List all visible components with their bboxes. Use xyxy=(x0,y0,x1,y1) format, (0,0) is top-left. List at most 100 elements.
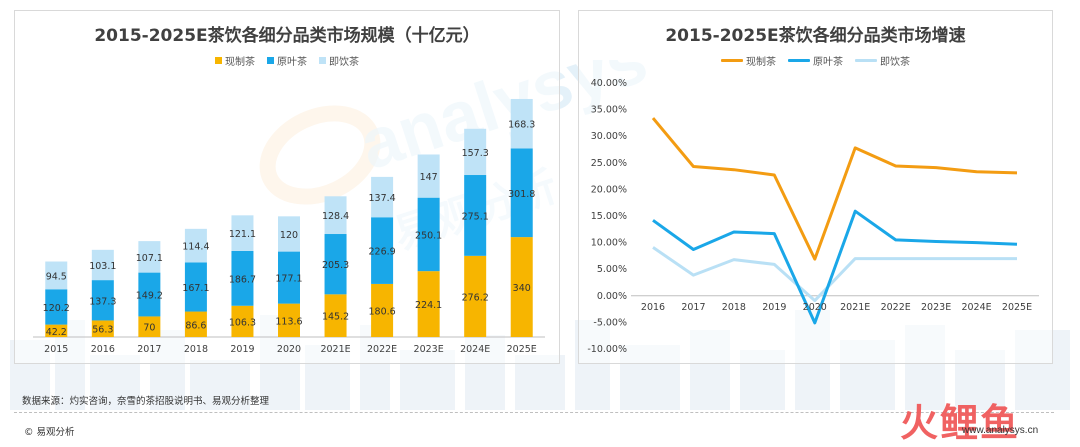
bar-label-2-2022E: 137.4 xyxy=(368,193,395,204)
bar-label-0-2023E: 224.1 xyxy=(415,300,442,311)
bar-label-2-2016: 103.1 xyxy=(89,261,116,272)
legend-line-label-xianzhi: 现制茶 xyxy=(746,57,776,68)
bar-label-2-2015: 94.5 xyxy=(46,271,67,282)
bar-label-1-2024E: 275.1 xyxy=(462,211,489,222)
bar-label-1-2016: 137.3 xyxy=(89,296,116,307)
x-tick-2025E: 2025E xyxy=(507,344,537,355)
watermark-url: www.analysys.cn xyxy=(962,425,1039,436)
bar-label-2-2023E: 147 xyxy=(420,172,438,183)
x-tick-2015: 2015 xyxy=(44,344,68,355)
bar-label-1-2017: 149.2 xyxy=(136,291,163,302)
bar-label-0-2019: 106.3 xyxy=(229,317,256,328)
bar-segment-2-2025E xyxy=(510,98,533,149)
bar-segment-0-2015 xyxy=(45,324,68,337)
bar-segment-1-2022E xyxy=(371,217,394,284)
legend-item-line-xianzhi: 现制茶 xyxy=(721,53,776,68)
bar-label-0-2015: 42.2 xyxy=(46,327,67,338)
x-tick-2016: 2016 xyxy=(91,344,115,355)
y-tick-3: 25.00% xyxy=(591,158,627,169)
x-tick-2019: 2019 xyxy=(230,344,254,355)
stacked-bar-plot: 42.2 120.2 94.5 2015 56.3 137.3 103.1 2016 70 149… xyxy=(33,98,545,355)
y-tick-6: 10.00% xyxy=(591,238,627,249)
bar-segment-1-2023E xyxy=(417,197,440,272)
legend-line-label-yuanye: 原叶茶 xyxy=(813,57,843,68)
bar-label-1-2025E: 301.8 xyxy=(508,189,535,200)
bar-segment-1-2018 xyxy=(184,262,207,312)
bar-segment-2-2019 xyxy=(231,215,254,251)
growth-line-plot: 40.00% 35.00% 30.00% 25.00% 20.00% 15.00% 10.0… xyxy=(587,78,1039,355)
bar-label-0-2016: 56.3 xyxy=(92,325,113,336)
bar-segment-0-2017 xyxy=(138,316,161,337)
footer-brand: © 易观分析 xyxy=(24,427,75,438)
bar-segment-2-2015 xyxy=(45,261,68,290)
x-tick-2019: 2019 xyxy=(762,302,786,313)
growth-rate-legend: 现制茶 原叶茶 即饮茶 xyxy=(579,53,1052,68)
y-tick-10: -10.00% xyxy=(587,344,627,355)
x-tick-2024E: 2024E xyxy=(961,302,991,313)
legend-item-xianzhi: 现制茶 xyxy=(215,53,255,68)
x-tick-2025E: 2025E xyxy=(1002,302,1032,313)
bar-segment-0-2019 xyxy=(231,305,254,337)
bar-segment-0-2020 xyxy=(278,303,300,337)
bar-label-1-2019: 186.7 xyxy=(229,274,256,285)
watermark-logo: 火鲤鱼 xyxy=(900,401,1021,445)
series-line-1 xyxy=(652,209,1018,325)
x-tick-2020: 2020 xyxy=(803,302,827,313)
bar-label-2-2024E: 157.3 xyxy=(462,148,489,159)
series-line-0 xyxy=(651,117,1018,261)
bar-label-2-2020: 120 xyxy=(280,230,298,241)
bar-label-1-2022E: 226.9 xyxy=(368,247,395,258)
legend-item-jiyin: 即饮茶 xyxy=(319,53,359,68)
legend-label-jiyin: 即饮茶 xyxy=(329,57,359,68)
bar-segment-1-2020 xyxy=(278,251,300,304)
bar-label-0-2025E: 340 xyxy=(513,283,531,294)
bar-segment-1-2017 xyxy=(138,272,161,317)
x-tick-2017: 2017 xyxy=(681,302,705,313)
x-tick-2023E: 2023E xyxy=(921,302,951,313)
y-tick-1: 35.00% xyxy=(591,105,627,116)
bar-segment-2-2017 xyxy=(138,241,161,273)
bar-label-0-2017: 70 xyxy=(143,323,155,334)
bar-segment-2-2024E xyxy=(464,128,487,176)
x-tick-2021E: 2021E xyxy=(320,344,350,355)
bar-segment-1-2024E xyxy=(464,175,487,256)
bar-label-0-2024E: 276.2 xyxy=(462,292,489,303)
bar-segment-2-2018 xyxy=(184,228,207,263)
x-tick-2017: 2017 xyxy=(137,344,161,355)
bar-label-0-2020: 113.6 xyxy=(275,316,302,327)
x-tick-2020: 2020 xyxy=(277,344,301,355)
y-tick-9: -5.00% xyxy=(593,317,627,328)
bar-segment-0-2021E xyxy=(324,294,347,337)
x-tick-2018: 2018 xyxy=(184,344,208,355)
x-tick-2022E: 2022E xyxy=(367,344,397,355)
bar-label-0-2022E: 180.6 xyxy=(368,306,395,317)
bar-segment-2-2022E xyxy=(371,176,394,218)
bar-segment-1-2025E xyxy=(510,148,533,238)
bar-segment-1-2019 xyxy=(231,250,254,306)
bar-segment-2-2023E xyxy=(417,154,440,198)
y-tick-0: 40.00% xyxy=(591,78,627,89)
x-tick-2023E: 2023E xyxy=(414,344,444,355)
x-tick-2018: 2018 xyxy=(722,302,746,313)
bar-label-1-2018: 167.1 xyxy=(182,283,209,294)
bar-segment-2-2016 xyxy=(91,249,114,281)
bar-segment-0-2023E xyxy=(417,271,440,337)
bar-label-2-2018: 114.4 xyxy=(182,242,209,253)
bar-label-1-2023E: 250.1 xyxy=(415,230,442,241)
x-tick-2016: 2016 xyxy=(641,302,665,313)
market-size-chart-panel: 2015-2025E茶饮各细分品类市场规模（十亿元） 现制茶 原叶茶 即饮茶 4… xyxy=(14,10,560,364)
data-source-note: 数据来源：灼实咨询，奈雪的茶招股说明书、易观分析整理 xyxy=(22,396,270,407)
bar-segment-2-2020 xyxy=(278,216,300,252)
y-tick-7: 5.00% xyxy=(597,264,627,275)
x-tick-2022E: 2022E xyxy=(881,302,911,313)
y-tick-2: 30.00% xyxy=(591,131,627,142)
bar-segment-2-2021E xyxy=(324,196,347,235)
legend-swatch-jiyin xyxy=(319,57,326,64)
footer-divider xyxy=(14,412,1054,413)
legend-item-line-yuanye: 原叶茶 xyxy=(788,53,843,68)
x-tick-2024E: 2024E xyxy=(460,344,490,355)
y-tick-8: 0.00% xyxy=(597,291,627,302)
y-tick-5: 15.00% xyxy=(591,211,627,222)
bar-label-0-2018: 86.6 xyxy=(185,320,206,331)
legend-swatch-xianzhi xyxy=(215,57,222,64)
